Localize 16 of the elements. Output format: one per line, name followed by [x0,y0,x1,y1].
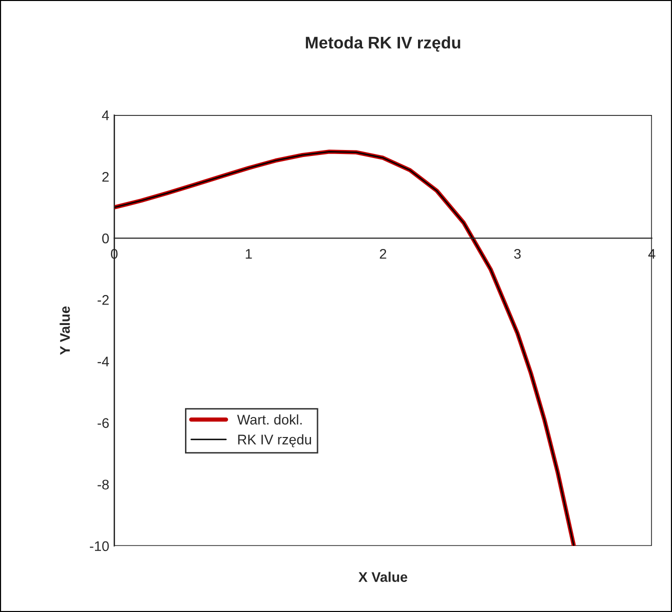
legend-label: RK IV rzędu [238,434,312,448]
legend-label: Wart. dokl. [237,414,302,425]
x-tick-label: 2 [380,248,386,259]
y-tick-label: -2 [98,295,109,305]
y-tick-label: 0 [102,233,109,244]
x-tick-label: 1 [246,249,252,259]
y-axis-title: Y Value [60,306,70,355]
x-axis-title: X Value [358,572,408,582]
y-tick-label: -4 [98,356,109,366]
y-tick-label: -6 [98,418,109,428]
y-tick-label: -10 [90,541,109,552]
x-tick-label: 3 [514,248,521,259]
y-tick-label: 2 [102,172,109,182]
chart-title: Metoda RK IV rzędu [306,36,460,52]
y-tick-label: 4 [102,110,109,120]
y-tick-label: -8 [98,480,109,490]
